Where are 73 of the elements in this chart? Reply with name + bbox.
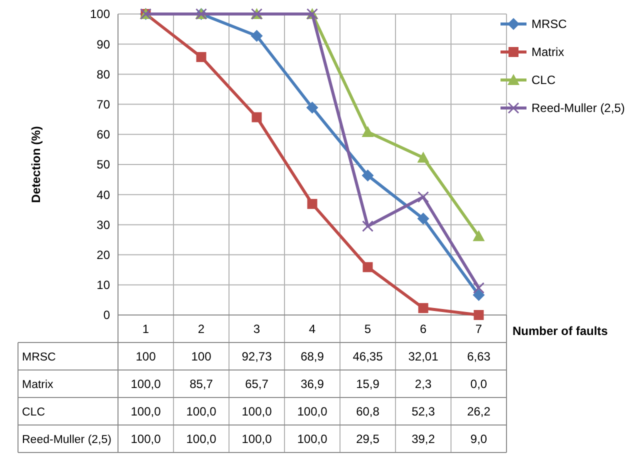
- data-label: 85,7: [190, 376, 214, 391]
- x-tick-label: 2: [198, 322, 205, 336]
- text: CLC: [22, 406, 46, 418]
- data-label: 100,0: [186, 432, 217, 446]
- y-tick-label: 10: [96, 278, 110, 292]
- data-label: 65,7: [245, 376, 269, 391]
- data-label: 52,3: [412, 404, 436, 418]
- x-tick-label: 7: [475, 322, 482, 336]
- data-label: 68,9: [300, 349, 324, 364]
- y-tick-label: 0: [103, 308, 110, 322]
- point: [474, 310, 484, 320]
- y-tick-label: 90: [96, 37, 110, 52]
- data-label: 6,63: [467, 349, 491, 364]
- data-label: 100,0: [242, 404, 272, 418]
- x-tick-label: 5: [364, 322, 372, 336]
- data-label: 32,01: [408, 349, 439, 364]
- data-label: 36,9: [300, 376, 324, 391]
- text: MRSC: [22, 351, 56, 364]
- data-label: 0,0: [470, 376, 488, 391]
- y-tick-label: 30: [96, 218, 110, 232]
- y-tick-label: 70: [96, 98, 110, 112]
- legend-label: CLC: [532, 73, 556, 88]
- point: [250, 30, 263, 42]
- point: [362, 126, 374, 137]
- y-tick-label: 20: [96, 248, 110, 262]
- text: Reed-Muller (2,5): [22, 434, 112, 446]
- data-label: 100: [191, 349, 212, 364]
- x-tick-label: 3: [253, 322, 260, 336]
- point: [306, 102, 318, 114]
- point: [418, 191, 429, 203]
- point: [417, 152, 430, 163]
- data-label: 100,0: [130, 404, 162, 418]
- point: [472, 230, 485, 242]
- legend-label: Reed-Muller (2,5): [532, 101, 625, 116]
- point: [473, 282, 484, 294]
- data-label: 100,0: [130, 376, 162, 391]
- point: [196, 52, 206, 62]
- point: [252, 112, 262, 122]
- data-label: 100,0: [242, 432, 272, 446]
- legend-label: MRSC: [532, 17, 568, 32]
- data-label: 100: [136, 349, 156, 364]
- data-label: 60,8: [356, 404, 380, 418]
- data-label: 9,0: [470, 432, 488, 446]
- data-label: 15,9: [356, 376, 380, 391]
- data-label: 100,0: [130, 432, 162, 446]
- point: [307, 198, 318, 209]
- data-label: 100,0: [186, 404, 217, 418]
- point: [418, 303, 428, 314]
- point: [472, 289, 485, 302]
- legend-label: Matrix: [532, 45, 564, 60]
- data-label: 39,2: [412, 432, 436, 446]
- x-tick-label: 6: [420, 322, 427, 336]
- x-tick-label: 4: [308, 322, 316, 336]
- data-label: 46,35: [352, 349, 384, 364]
- x-tick-label: 1: [142, 322, 150, 336]
- y-tick-label: 60: [96, 128, 110, 142]
- data-label: 100,0: [297, 404, 328, 418]
- point: [362, 169, 374, 182]
- data-label: 26,2: [467, 404, 491, 418]
- text: Matrix: [22, 378, 54, 391]
- y-axis-title: Detection (%): [29, 126, 43, 203]
- data-label: 29,5: [356, 432, 380, 446]
- data-label: 2,3: [414, 376, 432, 391]
- y-tick-label: 80: [96, 67, 110, 82]
- point: [362, 262, 373, 272]
- x-axis-title: Number of faults: [512, 324, 608, 338]
- y-tick-label: 50: [96, 158, 110, 172]
- data-label: 100,0: [297, 432, 328, 446]
- y-tick-label: 100: [90, 7, 110, 22]
- data-label: 92,73: [242, 349, 272, 364]
- point: [362, 220, 374, 232]
- y-tick-label: 40: [96, 188, 110, 202]
- point: [417, 212, 430, 225]
